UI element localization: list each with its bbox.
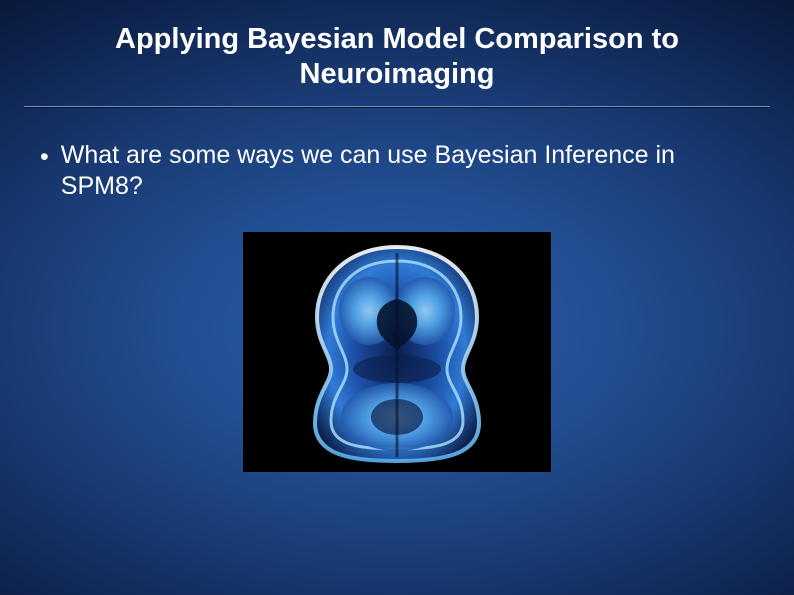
slide: Applying Bayesian Model Comparison to Ne… <box>0 0 794 595</box>
bullet-item: • What are some ways we can use Bayesian… <box>40 140 754 203</box>
figure-container <box>243 232 551 472</box>
slide-title: Applying Bayesian Model Comparison to Ne… <box>34 22 760 92</box>
bullet-text: What are some ways we can use Bayesian I… <box>61 140 754 203</box>
brain-scan-image <box>297 239 497 465</box>
bullet-marker-icon: • <box>40 142 49 173</box>
title-container: Applying Bayesian Model Comparison to Ne… <box>24 12 770 107</box>
slide-body: • What are some ways we can use Bayesian… <box>40 140 754 203</box>
